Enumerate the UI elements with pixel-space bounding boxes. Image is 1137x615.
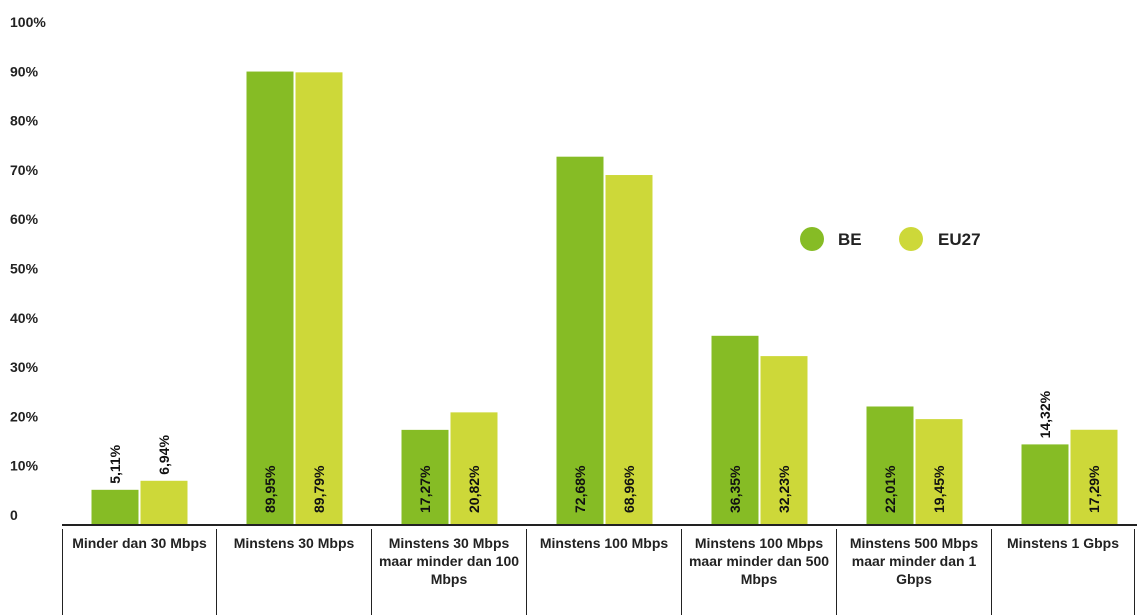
legend-label: BE (838, 230, 862, 249)
y-tick-label: 70% (10, 162, 39, 178)
bar-be (401, 429, 449, 525)
value-label: 72,68% (572, 465, 588, 513)
legend: BE EU27 (800, 227, 981, 251)
bar-be (246, 71, 294, 525)
bar-eu27 (605, 175, 653, 525)
value-label: 89,95% (262, 465, 278, 513)
bar-be (1021, 444, 1069, 525)
value-label: 6,94% (156, 435, 172, 475)
value-label: 19,45% (931, 465, 947, 513)
y-tick-label: 50% (10, 261, 39, 277)
bar-eu27 (915, 419, 963, 525)
x-category-label: Minder dan 30 Mbps (62, 529, 217, 615)
bar-eu27 (1070, 429, 1118, 525)
y-tick-label: 30% (10, 359, 39, 375)
y-tick-label: 100% (10, 14, 46, 30)
bar-be (91, 489, 139, 525)
bar-be (711, 335, 759, 525)
value-label: 17,29% (1086, 465, 1102, 513)
y-axis: 0 10% 20% 30% 40% 50% 60% 70% 80% 90% 100% (10, 14, 46, 523)
x-category-label: Minstens 500 Mbps maar minder dan 1 Gbps (837, 529, 992, 615)
x-category-label: Minstens 30 Mbps maar minder dan 100 Mbp… (372, 529, 527, 615)
value-label: 5,11% (107, 444, 123, 483)
bar-eu27 (760, 356, 808, 525)
value-label: 68,96% (621, 465, 637, 513)
y-tick-label: 80% (10, 113, 39, 129)
x-category-label: Minstens 100 Mbps maar minder dan 500 Mb… (682, 529, 837, 615)
x-category-label: Minstens 1 Gbps (992, 529, 1135, 615)
value-label: 32,23% (776, 465, 792, 513)
legend-swatch (800, 227, 824, 251)
y-tick-label: 10% (10, 458, 39, 474)
bar-be (556, 156, 604, 525)
bar-eu27 (450, 412, 498, 525)
value-label: 17,27% (417, 465, 433, 513)
y-tick-label: 20% (10, 408, 39, 424)
bar-eu27 (140, 480, 188, 525)
bars (91, 71, 1118, 525)
bar-eu27 (295, 72, 343, 525)
value-label: 22,01% (882, 465, 898, 513)
x-category-label: Minstens 100 Mbps (527, 529, 682, 615)
value-label: 20,82% (466, 465, 482, 513)
x-category-label: Minstens 30 Mbps (217, 529, 372, 615)
legend-swatch (899, 227, 923, 251)
y-tick-label: 60% (10, 211, 39, 227)
y-tick-label: 90% (10, 63, 39, 79)
value-labels: 5,11% 6,94% 89,95% 89,79% 17,27% 20,82% 72,68%… (107, 390, 1102, 513)
bar-be (866, 406, 914, 525)
y-tick-label: 0 (10, 507, 18, 523)
value-label: 14,32% (1037, 390, 1053, 438)
value-label: 36,35% (727, 465, 743, 513)
y-tick-label: 40% (10, 310, 39, 326)
value-label: 89,79% (311, 465, 327, 513)
legend-label: EU27 (938, 230, 981, 249)
